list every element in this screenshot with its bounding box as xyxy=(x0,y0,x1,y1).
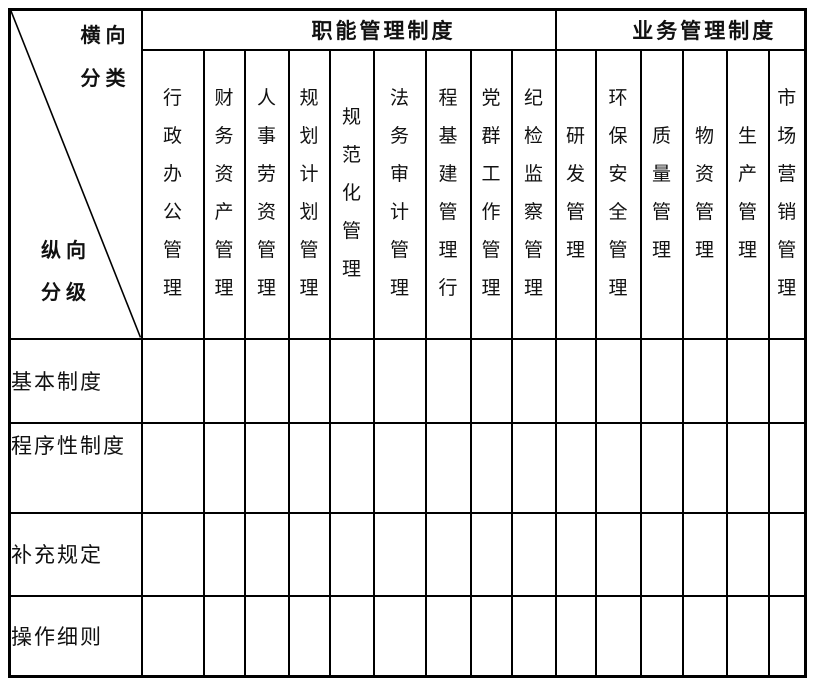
data-cell xyxy=(328,337,375,424)
data-cell xyxy=(681,337,728,424)
group-header-label: 业务管理制度 xyxy=(632,18,777,43)
group-header-functional-management: 职能管理制度 xyxy=(140,8,557,51)
data-cell xyxy=(681,594,728,678)
group-header-row: 横向 分类 纵向 分级 职能管理制度 业务管理制度 xyxy=(8,8,807,340)
column-header-standardization: 规范化管理 xyxy=(328,48,375,340)
data-cell xyxy=(594,511,642,597)
diagonal-line xyxy=(11,11,141,338)
column-header-rnd: 研发管理 xyxy=(554,48,597,340)
data-cell xyxy=(554,421,597,514)
data-cell xyxy=(594,594,642,678)
corner-label-horizontal-classification: 横向 分类 xyxy=(81,15,131,101)
column-header-row: 行政办公管理 财务资产管理 人事劳资管理 规划计划管理 规范化管理 法务审计管理… xyxy=(10,48,807,340)
table-row-procedural-rules: 程序性制度 xyxy=(8,421,807,514)
data-cell xyxy=(594,421,642,514)
data-cell xyxy=(328,511,375,597)
data-cell xyxy=(287,594,331,678)
data-cell xyxy=(424,337,472,424)
data-cell xyxy=(372,594,427,678)
corner-label-line: 横向 xyxy=(80,25,131,47)
data-cell xyxy=(243,594,290,678)
column-header-environment-safety: 环保安全管理 xyxy=(594,48,642,340)
data-cell xyxy=(424,511,472,597)
data-cell xyxy=(639,594,684,678)
column-header-materials: 物资管理 xyxy=(681,48,728,340)
data-cell xyxy=(554,337,597,424)
data-cell xyxy=(469,337,513,424)
data-cell xyxy=(424,421,472,514)
data-cell xyxy=(287,511,331,597)
data-cell xyxy=(681,511,728,597)
data-cell xyxy=(202,594,246,678)
column-header-finance-assets: 财务资产管理 xyxy=(202,48,246,340)
column-header-quality: 质量管理 xyxy=(639,48,684,340)
column-header-hr-labor: 人事劳资管理 xyxy=(243,48,290,340)
row-label-basic-rules: 基本制度 xyxy=(8,337,143,424)
data-cell xyxy=(681,421,728,514)
data-cell xyxy=(767,337,807,424)
row-label-operating-details: 操作细则 xyxy=(8,594,143,678)
group-header-label: 职能管理制度 xyxy=(311,18,456,43)
data-cell xyxy=(140,337,205,424)
data-cell xyxy=(372,421,427,514)
data-cell xyxy=(639,337,684,424)
data-cell xyxy=(639,421,684,514)
data-cell xyxy=(243,337,290,424)
data-cell xyxy=(328,594,375,678)
data-cell xyxy=(140,421,205,514)
data-cell xyxy=(725,421,770,514)
table-row-operating-details: 操作细则 xyxy=(8,594,807,678)
data-cell xyxy=(510,594,557,678)
data-cell xyxy=(469,421,513,514)
column-header-party-mass-work: 党群工作管理 xyxy=(469,48,513,340)
data-cell xyxy=(243,511,290,597)
data-cell xyxy=(554,594,597,678)
data-cell xyxy=(202,337,246,424)
data-cell xyxy=(372,337,427,424)
data-cell xyxy=(767,421,807,514)
data-cell xyxy=(469,594,513,678)
data-cell xyxy=(140,511,205,597)
data-cell xyxy=(639,511,684,597)
corner-label-line: 分类 xyxy=(80,68,131,90)
corner-diagonal-cell: 横向 分类 纵向 分级 xyxy=(8,8,143,340)
data-cell xyxy=(202,421,246,514)
data-cell xyxy=(510,511,557,597)
group-header-business-management: 业务管理制度 xyxy=(554,8,807,51)
column-header-marketing: 市场营销管理 xyxy=(767,48,807,340)
data-cell xyxy=(767,594,807,678)
data-cell xyxy=(287,337,331,424)
column-header-legal-audit: 法务审计管理 xyxy=(372,48,427,340)
corner-label-line: 分级 xyxy=(41,281,91,304)
data-cell xyxy=(328,421,375,514)
data-cell xyxy=(554,511,597,597)
row-label-procedural-rules: 程序性制度 xyxy=(8,421,143,514)
data-cell xyxy=(469,511,513,597)
column-header-discipline-inspection: 纪检监察管理 xyxy=(510,48,557,340)
column-header-production: 生产管理 xyxy=(725,48,770,340)
data-cell xyxy=(725,511,770,597)
table-row-supplementary-provisions: 补充规定 xyxy=(8,511,807,597)
column-header-planning: 规划计划管理 xyxy=(287,48,331,340)
data-cell xyxy=(510,337,557,424)
data-cell xyxy=(725,594,770,678)
data-cell xyxy=(372,511,427,597)
column-header-admin-office: 行政办公管理 xyxy=(140,48,205,340)
table-row-basic-rules: 基本制度 xyxy=(8,337,807,424)
data-cell xyxy=(594,337,642,424)
corner-label-line: 纵向 xyxy=(41,239,91,262)
data-cell xyxy=(424,594,472,678)
data-cell xyxy=(510,421,557,514)
classification-matrix-table: 横向 分类 纵向 分级 职能管理制度 业务管理制度 行政办公管理 财务资产管理 … xyxy=(8,8,808,678)
data-cell xyxy=(243,421,290,514)
row-label-supplementary-provisions: 补充规定 xyxy=(8,511,143,597)
column-header-engineering-construction: 程基建管理行 xyxy=(424,48,472,340)
data-cell xyxy=(287,421,331,514)
data-cell xyxy=(767,511,807,597)
corner-label-vertical-grading: 纵向 分级 xyxy=(41,230,91,314)
data-cell xyxy=(725,337,770,424)
data-cell xyxy=(202,511,246,597)
data-cell xyxy=(140,594,205,678)
